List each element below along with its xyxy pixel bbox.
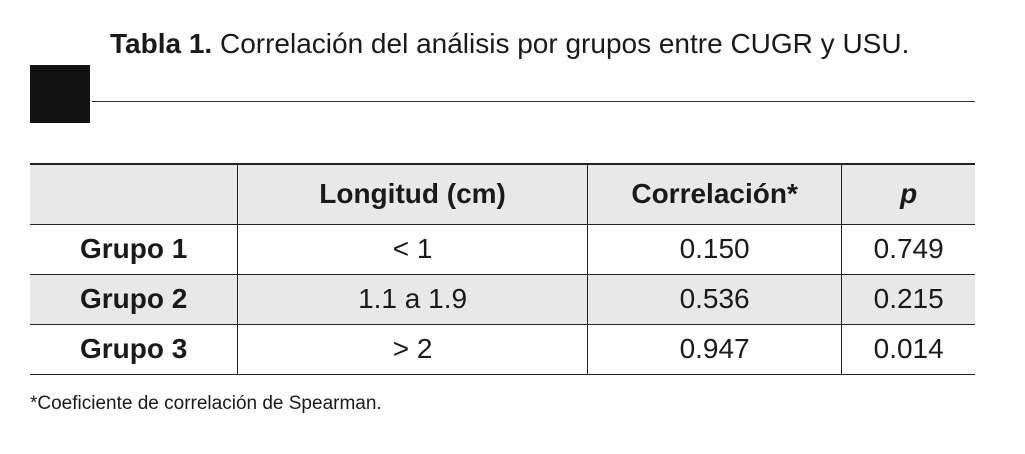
- data-table: Longitud (cm) Correlación* p Grupo 1 < 1…: [30, 163, 975, 375]
- footnote: *Coeficiente de correlación de Spearman.: [30, 393, 382, 414]
- caption-rule: [92, 101, 975, 102]
- row: Grupo 1 < 1 0.150 0.749: [30, 224, 975, 275]
- decor-square: [30, 65, 90, 123]
- cell: 0.947: [587, 324, 843, 375]
- header-row: Longitud (cm) Correlación* p: [30, 163, 975, 225]
- cell: > 2: [237, 324, 588, 375]
- cell: 0.536: [587, 274, 843, 325]
- header-cell: Correlación*: [587, 163, 843, 225]
- header-cell: Longitud (cm): [237, 163, 588, 225]
- row: Grupo 3 > 2 0.947 0.014: [30, 324, 975, 375]
- cell: < 1: [237, 224, 588, 275]
- row-label: Grupo 2: [30, 274, 239, 325]
- caption-label: Tabla 1.: [110, 28, 213, 59]
- row-label: Grupo 3: [30, 324, 239, 375]
- cell: 0.215: [841, 274, 975, 325]
- header-cell: p: [841, 163, 975, 225]
- cell: 1.1 a 1.9: [237, 274, 588, 325]
- caption-text: Correlación del análisis por grupos entr…: [219, 28, 910, 59]
- cell: 0.150: [587, 224, 843, 275]
- table-caption: Tabla 1. Correlación del análisis por gr…: [92, 24, 982, 64]
- row-label: Grupo 1: [30, 224, 239, 275]
- header-cell: [30, 163, 239, 225]
- cell: 0.014: [841, 324, 975, 375]
- row: Grupo 2 1.1 a 1.9 0.536 0.215: [30, 274, 975, 325]
- cell: 0.749: [841, 224, 975, 275]
